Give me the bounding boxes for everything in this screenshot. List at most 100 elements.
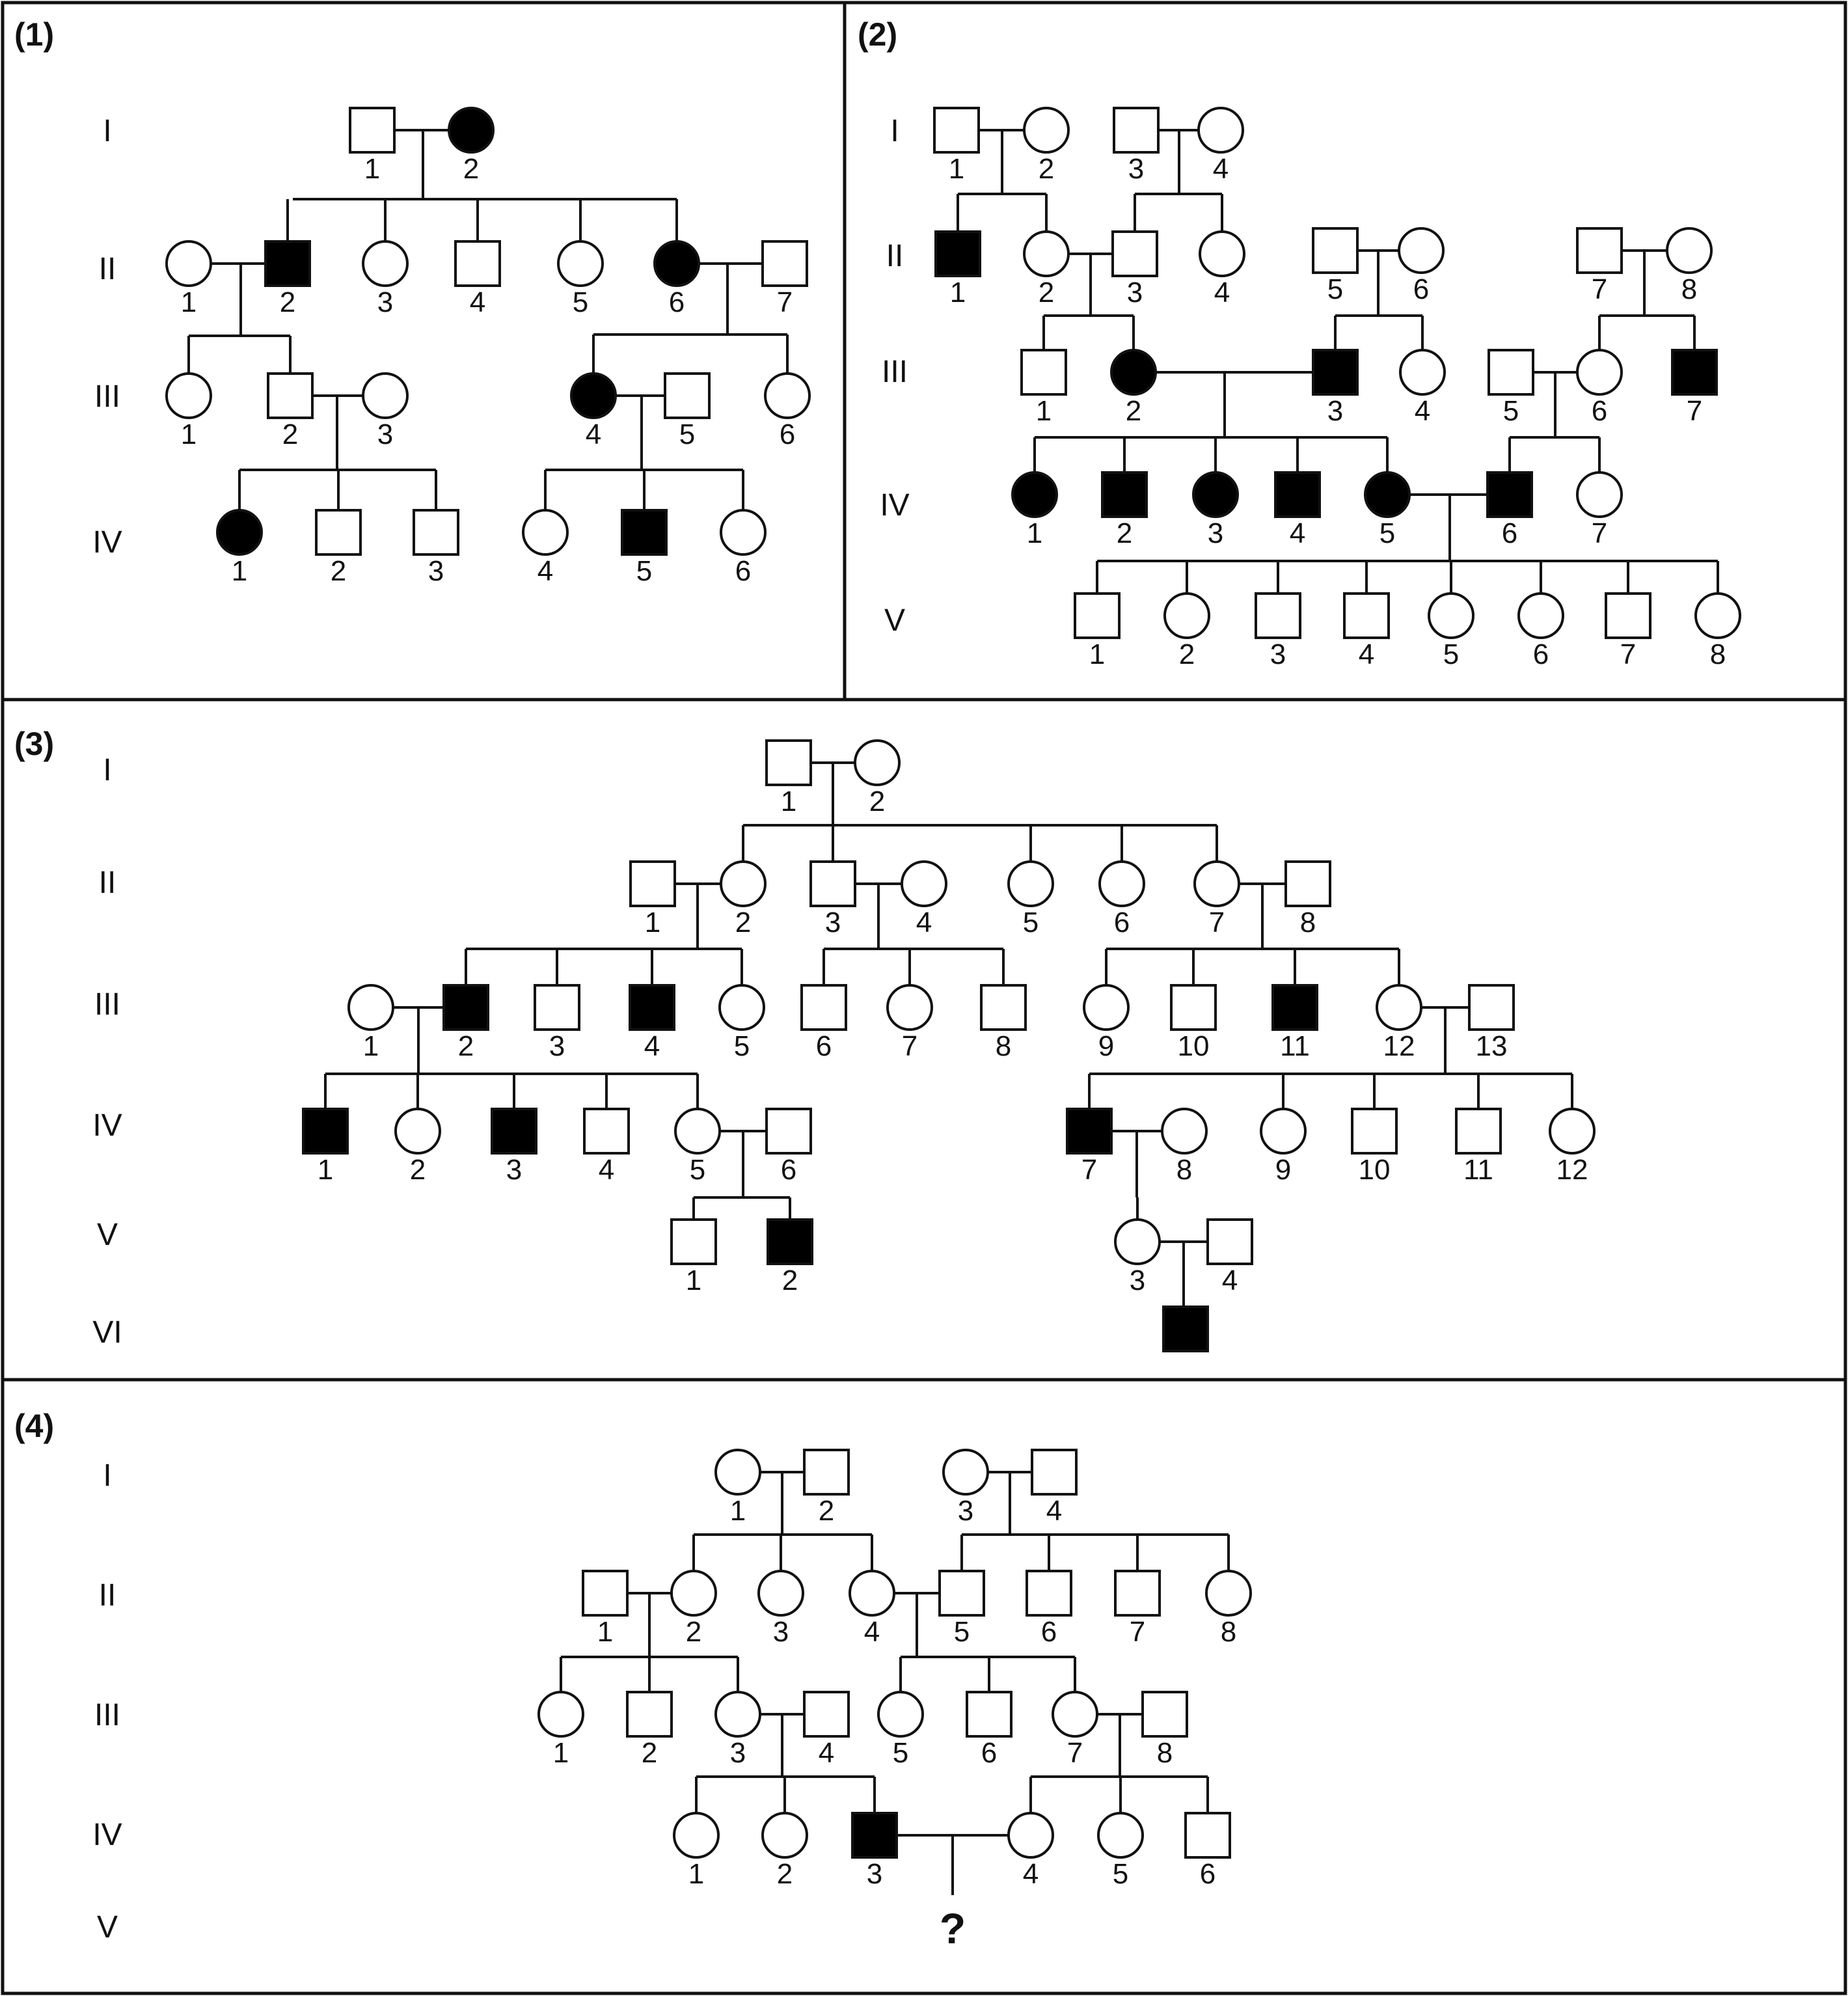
unaffected-female-symbol xyxy=(673,1812,720,1859)
unaffected-male-symbol xyxy=(1170,984,1217,1031)
unaffected-female-symbol xyxy=(1083,984,1130,1031)
individual-number: 5 xyxy=(636,555,652,587)
unaffected-male-symbol xyxy=(765,739,812,786)
unaffected-male-symbol xyxy=(534,984,580,1031)
individual-number: 8 xyxy=(1710,638,1726,670)
unaffected-male-symbol xyxy=(933,107,980,154)
individual-number: 7 xyxy=(777,286,793,318)
unaffected-female-symbol xyxy=(1023,230,1070,277)
affected-female-symbol xyxy=(1364,471,1411,518)
individual-number: 7 xyxy=(1130,1616,1145,1648)
individual-number: 4 xyxy=(1214,277,1230,308)
affected-male-symbol xyxy=(1671,349,1718,396)
individual-number: 6 xyxy=(1413,273,1429,305)
unaffected-female-symbol xyxy=(854,739,901,786)
unaffected-male-symbol xyxy=(1113,107,1160,154)
individual-number: 3 xyxy=(1127,277,1143,308)
unaffected-female-symbol xyxy=(1205,1570,1252,1617)
unaffected-female-symbol xyxy=(362,372,409,419)
affected-female-symbol xyxy=(1192,471,1239,518)
unaffected-male-symbol xyxy=(670,1218,717,1265)
unaffected-male-symbol xyxy=(1605,592,1651,639)
individual-number: 1 xyxy=(364,153,380,185)
individual-number: 1 xyxy=(781,786,796,817)
unaffected-male-symbol xyxy=(1074,592,1121,639)
unaffected-male-symbol xyxy=(1206,1218,1253,1265)
generation-label: II xyxy=(99,866,116,900)
unaffected-male-symbol xyxy=(765,1108,812,1155)
generation-label: V xyxy=(97,1910,118,1945)
pedigree-symbols xyxy=(165,107,1741,1859)
individual-number: 1 xyxy=(181,418,197,450)
individual-number: 7 xyxy=(1067,1737,1083,1769)
individual-number: 2 xyxy=(735,907,751,938)
individual-number: 9 xyxy=(1098,1030,1114,1062)
individual-number: 4 xyxy=(586,418,601,450)
unaffected-male-symbol xyxy=(1576,227,1623,274)
generation-label: IV xyxy=(92,525,122,560)
individual-number: 2 xyxy=(331,555,346,587)
individual-number: 2 xyxy=(1126,395,1141,427)
individual-number: 1 xyxy=(949,153,964,185)
unaffected-male-symbol xyxy=(938,1570,985,1617)
individual-number: 5 xyxy=(1379,517,1395,549)
individual-number: 2 xyxy=(782,1265,798,1296)
affected-male-symbol xyxy=(767,1218,813,1265)
individual-number: 3 xyxy=(1128,153,1144,185)
affected-male-symbol xyxy=(1312,349,1359,396)
individual-number: 4 xyxy=(1415,395,1430,427)
affected-male-symbol xyxy=(621,509,668,556)
unaffected-male-symbol xyxy=(583,1108,630,1155)
unaffected-female-symbol xyxy=(714,1691,761,1738)
individual-number: 2 xyxy=(410,1154,426,1186)
unaffected-female-symbol xyxy=(1161,1108,1208,1155)
individual-number: 4 xyxy=(864,1616,880,1648)
unaffected-male-symbol xyxy=(629,860,676,907)
individual-number: 8 xyxy=(1157,1737,1173,1769)
unaffected-female-symbol xyxy=(557,240,604,287)
individual-number: 2 xyxy=(280,286,295,318)
panel-label: (1) xyxy=(14,16,54,53)
individual-number: 4 xyxy=(1213,153,1229,185)
affected-female-symbol xyxy=(1110,349,1157,396)
unaffected-female-symbol xyxy=(1549,1108,1596,1155)
generation-label: V xyxy=(97,1218,118,1252)
unaffected-male-symbol xyxy=(1351,1108,1398,1155)
affected-female-symbol xyxy=(1011,471,1058,518)
affected-female-symbol xyxy=(216,509,263,556)
unaffected-male-symbol xyxy=(267,372,314,419)
unaffected-female-symbol xyxy=(347,984,394,1031)
individual-number: 2 xyxy=(463,153,479,185)
generation-label: VI xyxy=(92,1315,122,1350)
individual-number: 5 xyxy=(1443,638,1459,670)
individual-number: 1 xyxy=(363,1030,379,1062)
affected-female-symbol xyxy=(570,372,617,419)
affected-male-symbol xyxy=(1486,471,1533,518)
unaffected-female-symbol xyxy=(1517,592,1564,639)
unaffected-male-symbol xyxy=(1031,1449,1078,1496)
individual-number: 1 xyxy=(553,1737,569,1769)
individual-number: 6 xyxy=(735,555,751,587)
unaffected-female-symbol xyxy=(674,1108,721,1155)
unaffected-male-symbol xyxy=(800,984,847,1031)
individual-number: 3 xyxy=(825,907,841,938)
affected-male-symbol xyxy=(629,984,675,1031)
unaffected-male-symbol xyxy=(413,509,459,556)
individual-number: 4 xyxy=(537,555,553,587)
unaffected-female-symbol xyxy=(1023,107,1070,154)
individual-number: 4 xyxy=(916,907,932,938)
individual-number: 4 xyxy=(1290,517,1305,549)
individual-number: 3 xyxy=(867,1858,882,1890)
individual-number: 1 xyxy=(686,1265,701,1296)
unaffected-male-symbol xyxy=(1020,349,1067,396)
unaffected-female-symbol xyxy=(1428,592,1474,639)
generation-label: IV xyxy=(92,1818,122,1852)
unaffected-female-symbol xyxy=(1576,349,1623,396)
unaffected-male-symbol xyxy=(582,1570,629,1617)
individual-number: 1 xyxy=(950,277,966,308)
individual-number: 3 xyxy=(730,1737,746,1769)
unaffected-female-symbol xyxy=(761,1812,808,1859)
individual-number: 1 xyxy=(730,1495,746,1527)
affected-male-symbol xyxy=(442,984,489,1031)
unaffected-female-symbol xyxy=(1260,1108,1307,1155)
